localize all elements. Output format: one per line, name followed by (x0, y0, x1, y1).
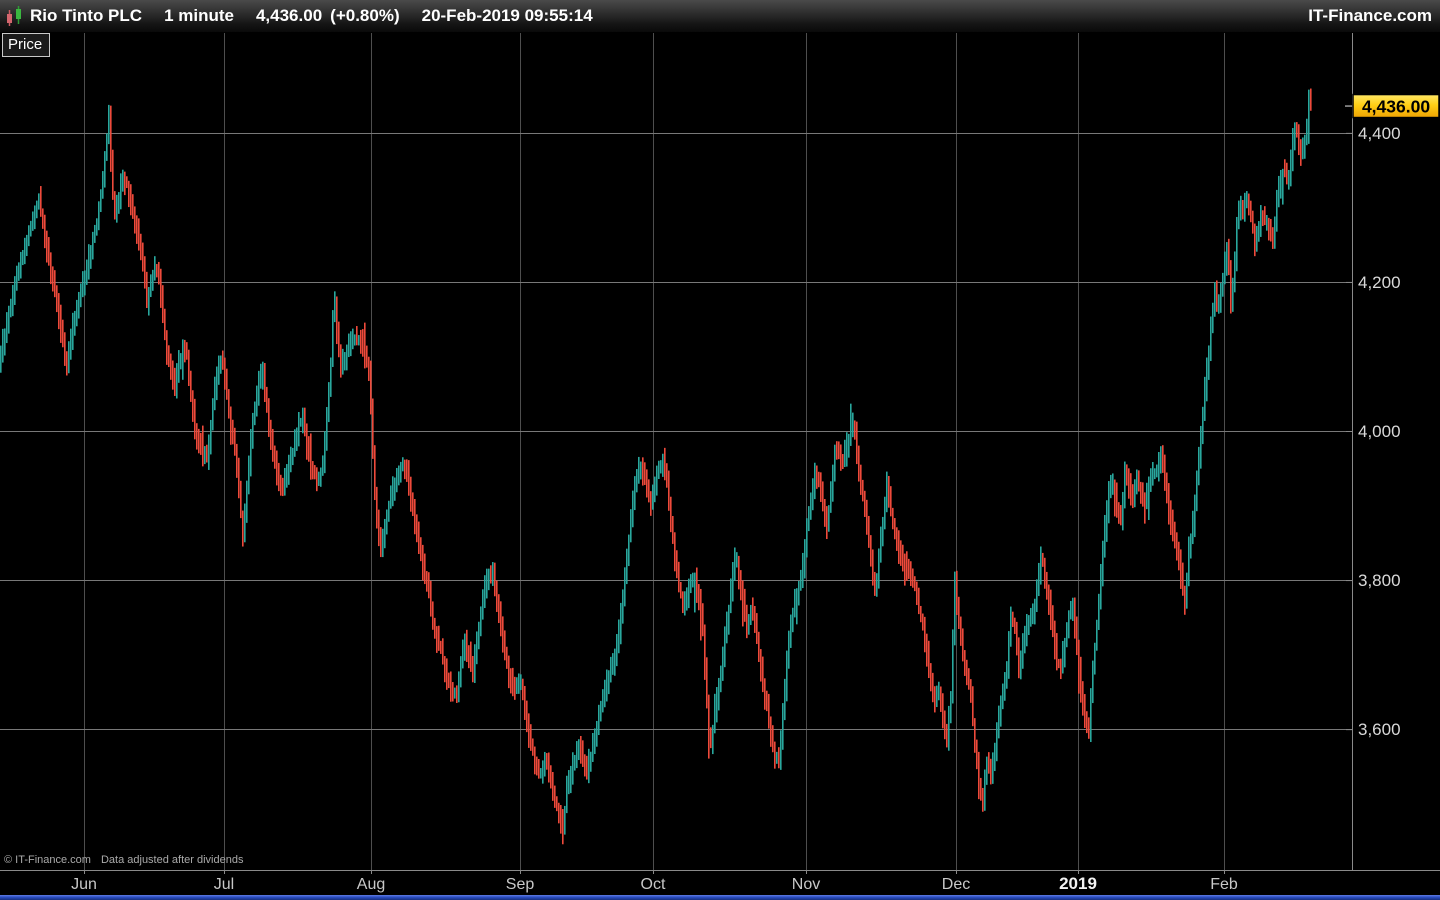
x-axis-label: Nov (792, 876, 820, 893)
candlesticks (0, 88, 1312, 845)
title-bar: Rio Tinto PLC 1 minute 4,436.00 (+0.80%)… (0, 0, 1440, 33)
instrument-title: Rio Tinto PLC (30, 6, 143, 25)
x-axis: Jun Jul Aug Sep Oct Nov Dec 2019 Feb (71, 870, 1238, 893)
x-axis-label: Feb (1210, 876, 1238, 893)
x-axis-label: Dec (942, 876, 970, 893)
x-axis-label: Jun (71, 876, 97, 893)
last-price-header: 4,436.00 (255, 6, 323, 25)
last-price-tag: 4,436.00 (1345, 93, 1440, 119)
gridlines (0, 33, 1352, 870)
y-axis-label: 3,800 (1358, 571, 1401, 590)
brand-label: IT-Finance.com (1308, 6, 1432, 25)
y-axis: 4,400 4,200 4,000 3,800 3,600 (1346, 124, 1401, 739)
y-axis-label: 4,000 (1358, 422, 1401, 441)
x-axis-label: Oct (641, 876, 666, 893)
x-axis-label: 2019 (1059, 874, 1097, 893)
dividend-adjustment-note: Data adjusted after dividends (100, 854, 244, 866)
price-series-button[interactable]: Price (2, 33, 51, 57)
x-axis-label: Jul (214, 876, 234, 893)
axis-frame (0, 33, 1440, 871)
x-axis-label: Sep (506, 876, 535, 893)
y-axis-label: 4,400 (1358, 124, 1401, 143)
change-percent: (+0.80%) (330, 6, 400, 25)
last-price-tag-value: 4,436.00 (1362, 97, 1430, 117)
copyright-label: © IT-Finance.com (4, 854, 91, 866)
candlestick-logo-icon (4, 4, 24, 28)
timeframe-label: 1 minute (164, 6, 234, 25)
footer-notice: © IT-Finance.com Data adjusted after div… (4, 854, 243, 866)
y-axis-label: 3,600 (1358, 720, 1401, 739)
bottom-scrollbar[interactable] (0, 895, 1440, 900)
x-axis-label: Aug (357, 876, 385, 893)
y-axis-label: 4,200 (1358, 273, 1401, 292)
datetime-label: 20-Feb-2019 09:55:14 (421, 6, 593, 25)
